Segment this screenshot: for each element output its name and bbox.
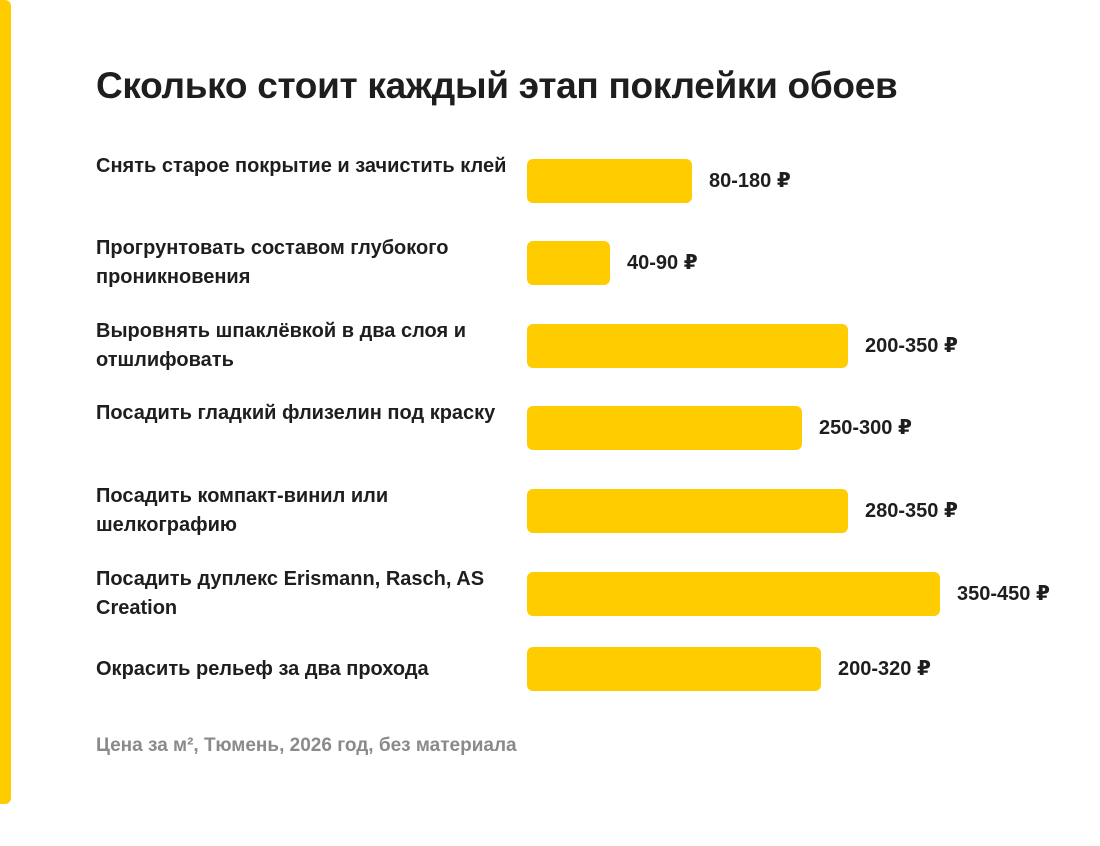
bar (527, 572, 940, 616)
bar-category-label: Выровнять шпаклёвкой в два слоя и отшлиф… (96, 320, 467, 371)
bar-category-label: Снять старое покрытие и зачистить клей (96, 155, 507, 177)
bar-category-label: Посадить гладкий флизелин под краску (96, 402, 496, 424)
bar (527, 647, 821, 691)
bar (527, 489, 848, 533)
accent-stripe (0, 0, 11, 804)
bar-category-label: Посадить компакт-винил или шелкографию (96, 485, 389, 536)
bar-category-label: Прогрунтовать составом глубокого проникн… (96, 237, 449, 288)
bar-value-label: 200-320 ₽ (838, 658, 931, 680)
bar (527, 241, 610, 285)
bar (527, 324, 848, 368)
bar-value-label: 200-350 ₽ (865, 335, 958, 357)
bar-value-label: 350-450 ₽ (957, 583, 1050, 605)
bar-value-label: 80-180 ₽ (709, 170, 791, 192)
bar-value-label: 40-90 ₽ (627, 252, 698, 274)
bar-category-label: Посадить дуплекс Erismann, Rasch, AS Cre… (96, 568, 485, 619)
bar-category-label: Окрасить рельеф за два прохода (96, 658, 429, 680)
bar (527, 159, 692, 203)
chart-footnote: Цена за м², Тюмень, 2026 год, без матери… (96, 735, 517, 756)
chart-title: Сколько стоит каждый этап поклейки обоев (96, 65, 898, 106)
bar-value-label: 280-350 ₽ (865, 500, 958, 522)
bar (527, 406, 802, 450)
bar-value-label: 250-300 ₽ (819, 417, 912, 439)
